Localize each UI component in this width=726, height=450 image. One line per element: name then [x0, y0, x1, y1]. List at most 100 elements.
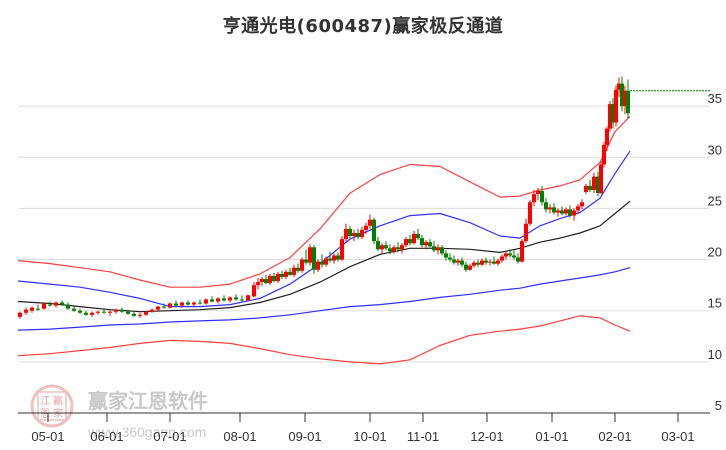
candle-down — [384, 241, 388, 251]
x-tick-label: 12-01 — [470, 429, 503, 444]
candle-up — [617, 77, 621, 97]
candle-up — [556, 208, 560, 217]
candle-up — [392, 245, 396, 254]
x-tick-label: 07-01 — [153, 429, 186, 444]
candle-up — [380, 243, 384, 254]
candle-up — [284, 269, 288, 279]
candle-up — [18, 311, 22, 319]
candle-down — [132, 311, 136, 317]
x-tick-label: 09-01 — [288, 429, 321, 444]
candle-down — [508, 249, 512, 258]
candle-down — [280, 270, 284, 279]
candle-up — [246, 294, 250, 302]
candle-down — [388, 244, 392, 255]
watermark-brand: 赢家江恩软件 — [88, 389, 208, 413]
candle-up — [340, 236, 344, 261]
x-tick-label: 11-01 — [407, 429, 439, 444]
candle-up — [114, 308, 118, 314]
candle-up — [316, 259, 320, 272]
candle-up — [623, 85, 627, 115]
candle-down — [464, 261, 468, 272]
gridlines — [18, 105, 710, 363]
candle-down — [512, 250, 516, 260]
svg-text:恩: 恩 — [40, 408, 50, 420]
candle-down — [560, 206, 564, 216]
y-tick-label: 30 — [708, 142, 722, 157]
candle-up — [500, 254, 504, 263]
candle-down — [444, 250, 448, 261]
candle-up — [520, 239, 524, 263]
band-lower_outer — [17, 315, 631, 365]
candle-down — [428, 239, 432, 249]
candle-up — [352, 229, 356, 242]
candle-down — [186, 300, 190, 306]
candle-down — [36, 304, 40, 311]
candle-up — [256, 277, 260, 290]
candle-up — [472, 260, 476, 268]
candle-up — [605, 126, 609, 152]
candle-up — [480, 258, 484, 266]
candle-up — [548, 204, 552, 214]
candle-down — [452, 255, 456, 265]
candle-up — [252, 282, 256, 298]
candle-down — [588, 179, 592, 193]
candle-up — [228, 296, 232, 303]
x-tick-label: 01-01 — [535, 429, 568, 444]
candle-down — [60, 300, 64, 306]
y-tick-label: 5 — [715, 398, 722, 413]
candle-up — [532, 189, 536, 207]
candle-down — [162, 303, 166, 309]
candle-down — [66, 302, 70, 310]
candle-up — [614, 85, 618, 127]
x-tick-label: 05-01 — [31, 429, 64, 444]
candle-down — [312, 245, 316, 274]
candle-down — [48, 301, 52, 307]
candle-up — [584, 183, 588, 195]
candle-down — [356, 228, 360, 240]
candle-down — [372, 217, 376, 245]
candle-down — [120, 307, 124, 313]
candle-up — [599, 161, 603, 195]
candlesticks — [18, 76, 630, 319]
candle-down — [540, 185, 544, 206]
candle-down — [448, 253, 452, 262]
candle-up — [324, 256, 328, 267]
x-tick-label: 06-01 — [90, 429, 123, 444]
candle-down — [288, 267, 292, 276]
candle-up — [360, 226, 364, 240]
candle-down — [620, 76, 624, 112]
candle-up — [602, 141, 606, 168]
candle-down — [596, 171, 600, 197]
candle-up — [300, 257, 304, 273]
candle-up — [580, 199, 584, 210]
candle-down — [296, 263, 300, 273]
candle-up — [138, 312, 142, 318]
candle-down — [126, 309, 130, 315]
candle-up — [576, 204, 580, 214]
chart-title: 亨通光电(600487)赢家极反通道 — [222, 16, 504, 37]
candle-down — [476, 259, 480, 267]
candle-up — [524, 218, 528, 244]
candle-up — [30, 306, 34, 313]
candle-up — [488, 259, 492, 266]
candle-up — [456, 258, 460, 266]
watermark-url: www.360gann.com — [87, 424, 206, 440]
candle-up — [404, 237, 408, 248]
candle-up — [344, 223, 348, 244]
candle-down — [348, 225, 352, 240]
candle-down — [336, 252, 340, 262]
candle-down — [328, 251, 332, 263]
candle-up — [436, 244, 440, 255]
candle-up — [144, 310, 148, 316]
channel-lines — [17, 115, 631, 365]
candle-down — [320, 254, 324, 268]
candle-down — [222, 295, 226, 302]
candle-down — [416, 228, 420, 241]
candle-up — [150, 308, 154, 313]
candle-down — [210, 296, 214, 303]
candle-down — [234, 294, 238, 301]
watermark-seal-icon: 江 赢 恩 家 — [30, 384, 74, 428]
candle-up — [204, 298, 208, 305]
candle-up — [90, 311, 94, 317]
candle-up — [608, 100, 612, 132]
